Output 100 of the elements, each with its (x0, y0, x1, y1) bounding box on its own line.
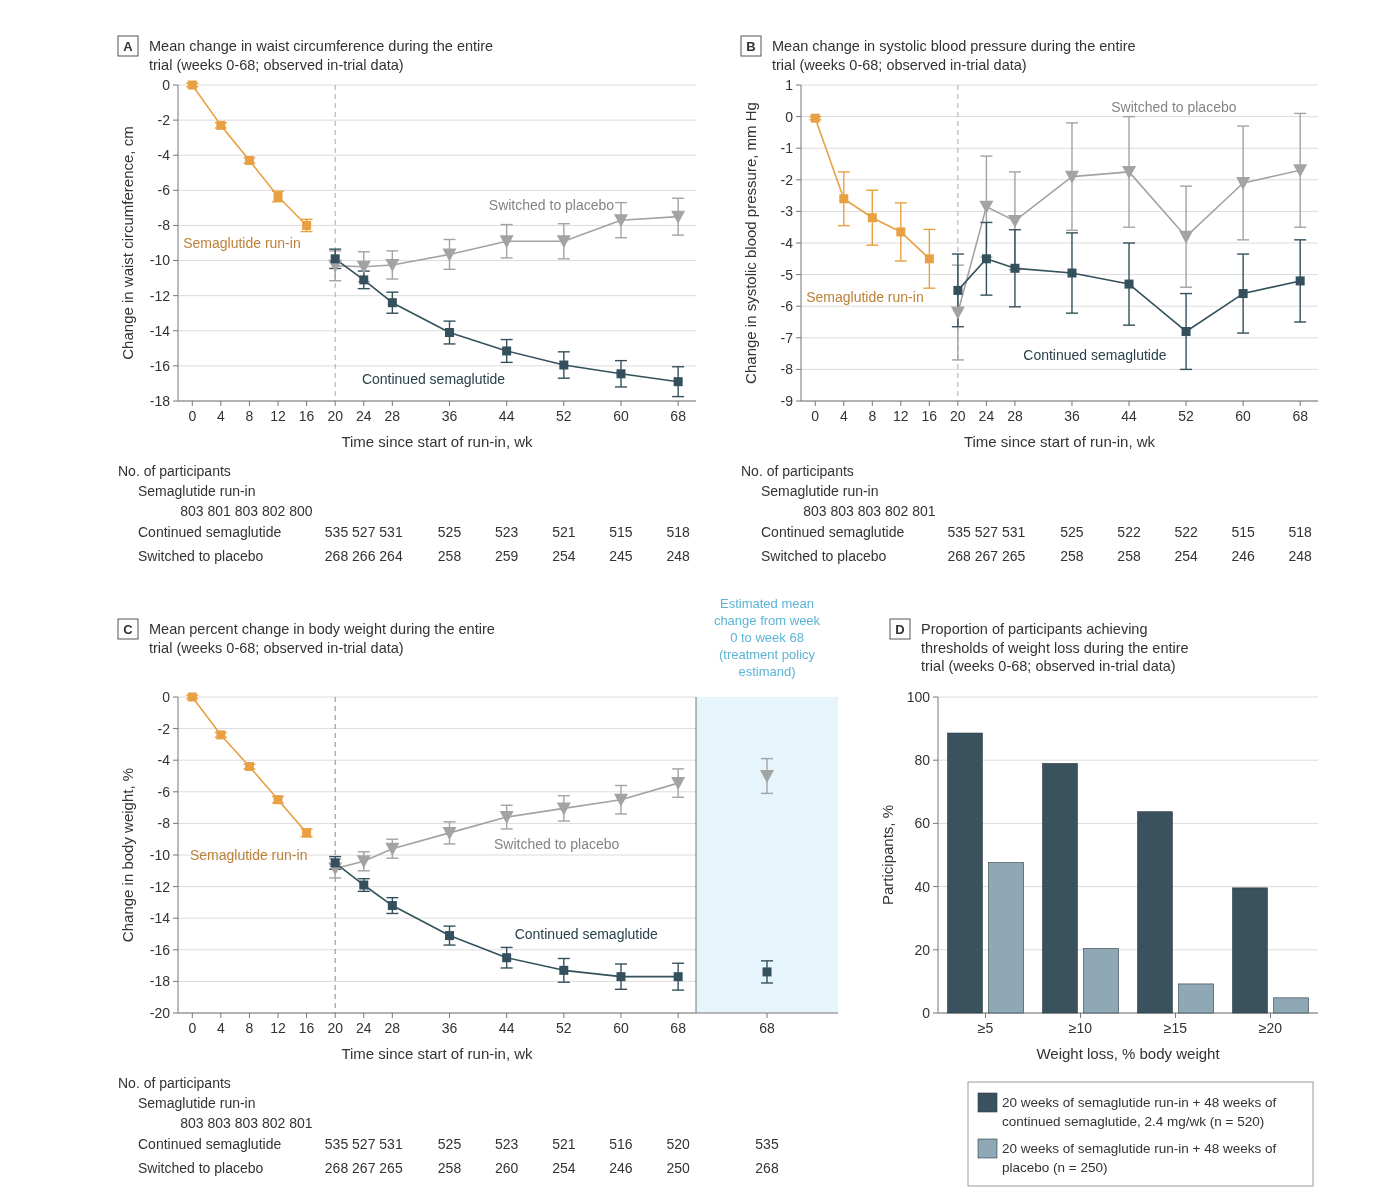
point (839, 194, 849, 204)
text: 525 (437, 1136, 462, 1152)
text: No. of participants (118, 1075, 231, 1091)
x-axis-title: Weight loss, % body weight (1036, 1045, 1221, 1062)
text: 258 (437, 548, 462, 564)
text: 518 (1288, 524, 1313, 540)
x-tick-label: 52 (556, 408, 572, 424)
x-tick-label: 24 (355, 1020, 372, 1036)
legend-label: 20 weeks of semaglutide run-in + 48 weeks of continued semaglutide, 2.4 mg/wk (n = 520) (1002, 1095, 1277, 1129)
text: 250 (666, 1160, 691, 1176)
text: 525 (1060, 524, 1084, 540)
point (356, 855, 371, 869)
point (499, 811, 514, 825)
point (1293, 164, 1308, 178)
x-tick-label: 68 (670, 408, 687, 424)
text: 268 (755, 1160, 779, 1176)
chart-title: A (123, 39, 134, 54)
chart-title: B (746, 39, 756, 54)
point (896, 227, 906, 237)
bar (1178, 983, 1214, 1014)
x-tick-label: 28 (1007, 408, 1023, 424)
text: 245 (609, 548, 633, 564)
text: 803 803 803 802 801 (180, 1115, 313, 1131)
y-axis-title: Change in body weight, % (119, 767, 136, 943)
text: 523 (494, 1136, 519, 1152)
bar (1083, 948, 1119, 1014)
point (1064, 170, 1079, 184)
point (445, 328, 454, 338)
point (559, 360, 569, 370)
y-tick-label: 80 (914, 752, 931, 769)
bar (1042, 763, 1078, 1014)
x-tick-label: 44 (498, 408, 515, 424)
x-tick-label: 24 (978, 408, 995, 424)
text: 254 (552, 1160, 576, 1176)
text: 268 267 265 (947, 548, 1026, 564)
point (1236, 176, 1251, 190)
chart-title: Estimated mean change from week 0 to week 68 (treatment policy estimand) (713, 596, 821, 679)
text: 258 (1117, 548, 1141, 564)
y-tick-label: -2 (157, 720, 171, 737)
text: No. of participants (118, 463, 231, 479)
point (445, 931, 454, 941)
point (671, 777, 686, 791)
text: 254 (1174, 548, 1198, 564)
x-tick-label: 16 (921, 408, 938, 424)
x-tick-label: 0 (811, 408, 820, 424)
text: 516 (609, 1136, 633, 1152)
point (1007, 214, 1022, 228)
x-tick-label: 36 (441, 1020, 458, 1036)
x-tick-label: 12 (270, 1020, 287, 1036)
x-tick-label: 16 (298, 1020, 315, 1036)
y-tick-label: -18 (149, 392, 171, 409)
point (244, 762, 254, 772)
y-tick-label: 0 (922, 1004, 931, 1021)
text: 803 801 803 802 800 (180, 503, 313, 519)
x-tick-label: 4 (839, 408, 848, 424)
text: 522 (1174, 524, 1198, 540)
y-tick-label: -5 (780, 266, 794, 283)
point (330, 254, 340, 264)
point (981, 254, 991, 264)
text: 246 (1231, 548, 1256, 564)
point (359, 275, 369, 285)
point (1181, 326, 1191, 336)
point (671, 210, 686, 224)
y-axis-title: Participants, % (879, 804, 896, 906)
text: 522 (1117, 524, 1141, 540)
y-axis-title: Change in systolic blood pressure, mm Hg (742, 102, 759, 384)
y-tick-label: -10 (149, 252, 171, 269)
x-tick-label: 12 (893, 408, 909, 424)
point (1179, 230, 1194, 244)
y-tick-label: -3 (780, 203, 794, 220)
x-axis-title: Time since start of run-in, wk (963, 433, 1156, 450)
point (867, 213, 877, 223)
text: 523 (494, 524, 519, 540)
series-label: Switched to placebo (488, 196, 615, 213)
x-tick-label: ≥5 (977, 1020, 994, 1036)
y-tick-label: -18 (149, 973, 171, 990)
point (673, 972, 683, 982)
x-tick-label: 16 (298, 408, 315, 424)
bar (1137, 811, 1173, 1014)
x-tick-label: 52 (1178, 408, 1195, 424)
chart-title: C (123, 622, 134, 637)
y-tick-label: -4 (157, 752, 171, 769)
x-tick-label: 12 (270, 408, 287, 424)
text: 260 (494, 1160, 519, 1176)
x-tick-label: ≥15 (1163, 1020, 1188, 1036)
point (442, 248, 457, 262)
point (1238, 289, 1248, 299)
text: Switched to placebo (761, 548, 887, 564)
y-tick-label: -6 (780, 298, 794, 315)
text: 535 527 531 (947, 524, 1026, 540)
point (385, 842, 400, 856)
point (499, 235, 514, 249)
x-tick-label: 4 (216, 1020, 225, 1036)
point (613, 793, 628, 807)
text: 254 (552, 548, 576, 564)
y-tick-label: -14 (149, 910, 171, 927)
y-tick-label: -6 (157, 182, 171, 199)
y-tick-label: -20 (149, 1004, 171, 1021)
point (1010, 263, 1020, 273)
x-tick-label: 36 (1064, 408, 1080, 424)
